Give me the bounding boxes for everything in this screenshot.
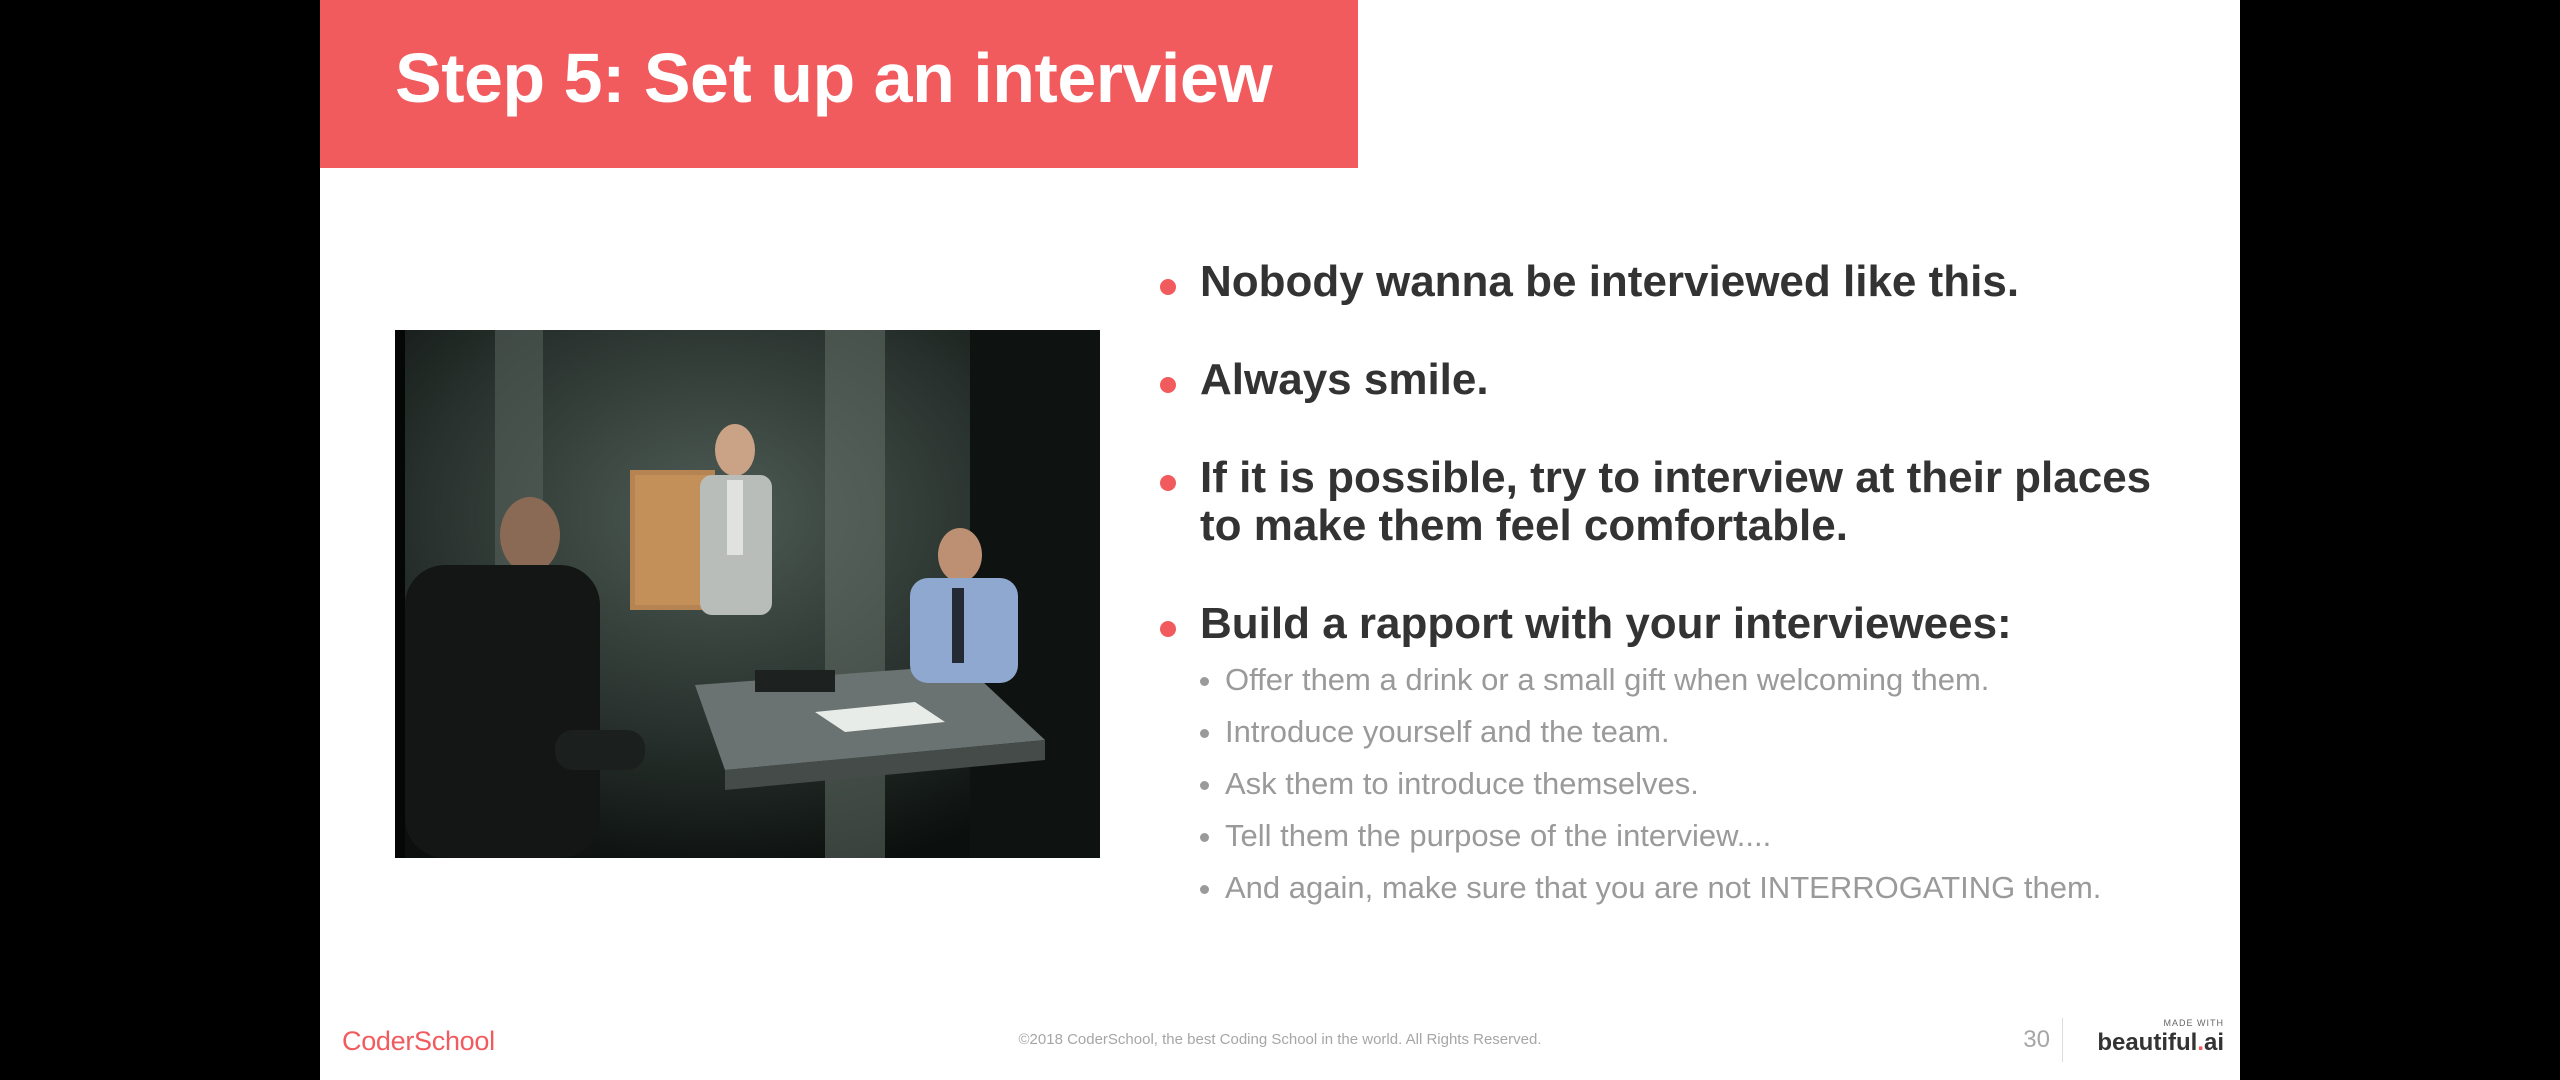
sub-bullet-item: And again, make sure that you are not IN… <box>1200 870 2200 906</box>
sub-bullet-list: Offer them a drink or a small gift when … <box>1200 662 2200 906</box>
bullet-item: Build a rapport with your interviewees: … <box>1160 600 2200 906</box>
title-banner: Step 5: Set up an interview <box>320 0 1358 168</box>
page-number: 30 <box>2023 1026 2050 1053</box>
bullet-text: If it is possible, try to interview at t… <box>1200 453 2152 550</box>
interrogation-room-photo <box>395 330 1100 858</box>
beautiful-ai-logo: beautiful.ai <box>2088 1028 2224 1058</box>
bullet-item: Nobody wanna be interviewed like this. <box>1160 258 2200 306</box>
slide-title: Step 5: Set up an interview <box>395 39 1273 117</box>
brand-dot: . <box>2197 1029 2204 1056</box>
bullet-text: Always smile. <box>1200 355 1489 404</box>
bullet-list: Nobody wanna be interviewed like this. A… <box>1160 258 2200 956</box>
made-with-beautiful-ai-badge[interactable]: MADE WITH beautiful.ai <box>2088 1018 2224 1058</box>
sub-bullet-item: Tell them the purpose of the interview..… <box>1200 818 2200 854</box>
brand-name: beautiful <box>2097 1029 2198 1056</box>
bullet-text: Build a rapport with your interviewees: <box>1200 599 2012 648</box>
sub-bullet-item: Ask them to introduce themselves. <box>1200 766 2200 802</box>
slide: Step 5: Set up an interview <box>320 0 2240 1080</box>
sub-bullet-item: Offer them a drink or a small gift when … <box>1200 662 2200 698</box>
bullet-item: Always smile. <box>1160 356 2200 404</box>
copyright-text: ©2018 CoderSchool, the best Coding Schoo… <box>1018 1031 1542 1048</box>
sub-bullet-item: Introduce yourself and the team. <box>1200 714 2200 750</box>
brand-suffix: ai <box>2203 1029 2224 1056</box>
bullet-item: If it is possible, try to interview at t… <box>1160 454 2200 550</box>
made-with-label: MADE WITH <box>2163 1018 2224 1028</box>
bullet-text: Nobody wanna be interviewed like this. <box>1200 257 2020 306</box>
coderschool-logo: CoderSchool <box>342 1026 495 1056</box>
footer-divider <box>2062 1018 2063 1062</box>
